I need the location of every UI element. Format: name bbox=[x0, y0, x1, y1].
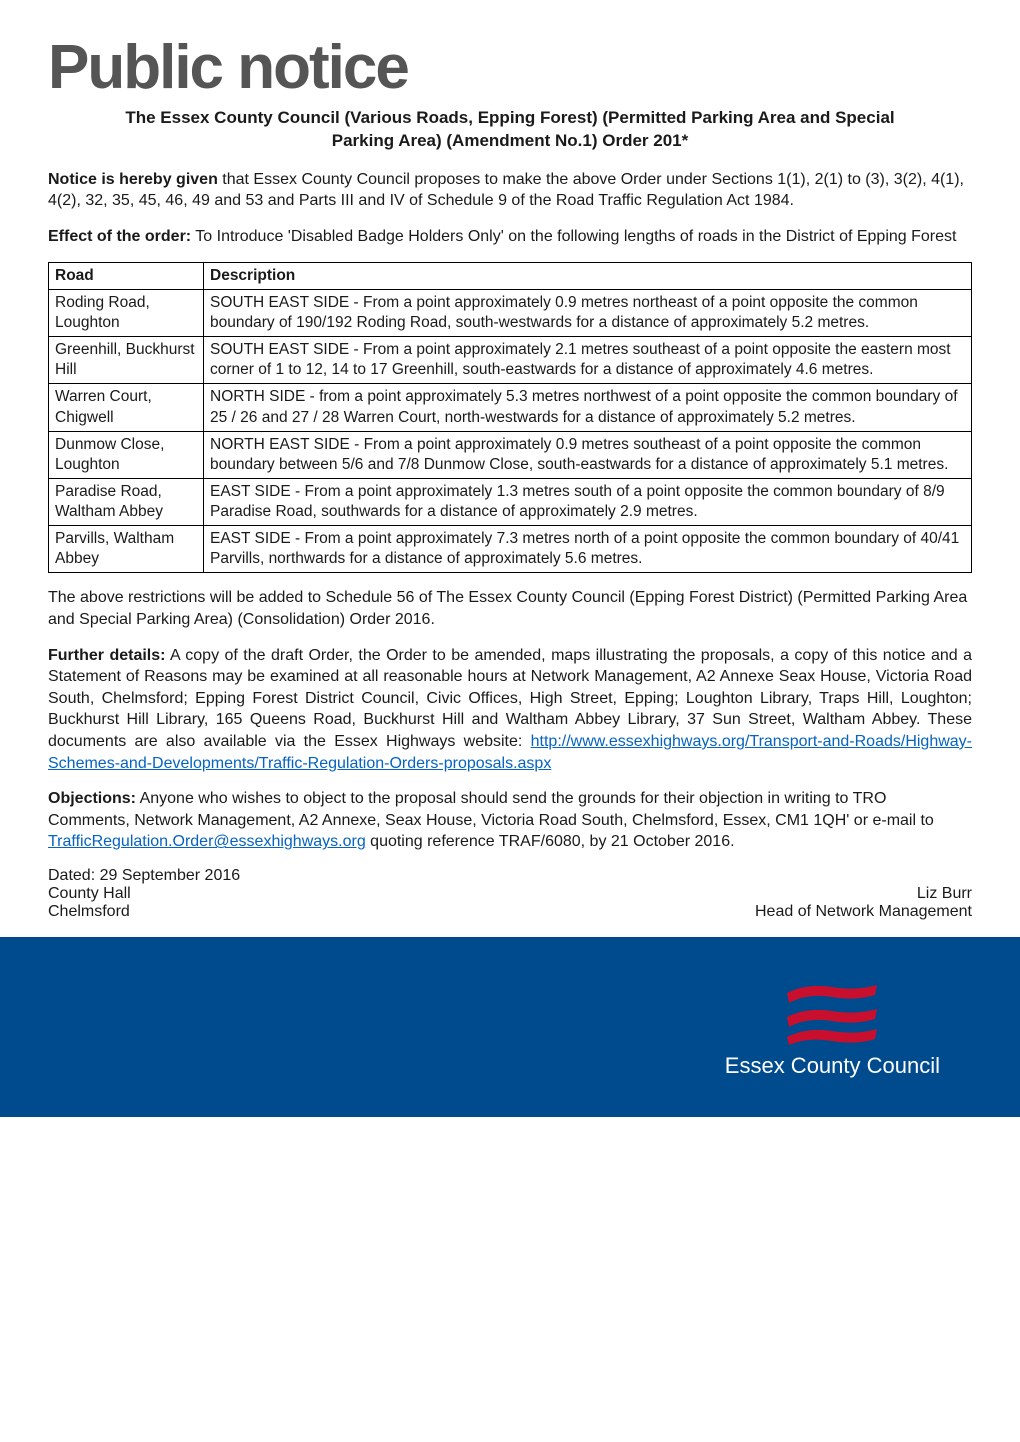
cell-desc: EAST SIDE - From a point approximately 7… bbox=[204, 526, 972, 573]
notice-lead: Notice is hereby given bbox=[48, 171, 218, 188]
roads-table: Road Description Roding Road, Loughton S… bbox=[48, 262, 972, 574]
email-link[interactable]: TrafficRegulation.Order@essexhighways.or… bbox=[48, 833, 366, 850]
table-row: Paradise Road, Waltham Abbey EAST SIDE -… bbox=[49, 478, 972, 525]
footer-org2: Chelmsford bbox=[48, 903, 240, 921]
cell-desc: EAST SIDE - From a point approximately 1… bbox=[204, 478, 972, 525]
table-row: Warren Court, Chigwell NORTH SIDE - from… bbox=[49, 384, 972, 431]
cell-desc: SOUTH EAST SIDE - From a point approxima… bbox=[204, 289, 972, 336]
footer-dated: Dated: 29 September 2016 bbox=[48, 867, 240, 885]
table-row: Roding Road, Loughton SOUTH EAST SIDE - … bbox=[49, 289, 972, 336]
cell-road: Parvills, Waltham Abbey bbox=[49, 526, 204, 573]
further-details-paragraph: Further details: A copy of the draft Ord… bbox=[48, 645, 972, 775]
effect-paragraph: Effect of the order: To Introduce 'Disab… bbox=[48, 226, 972, 248]
further-details-lead: Further details: bbox=[48, 647, 165, 664]
effect-body: To Introduce 'Disabled Badge Holders Onl… bbox=[191, 228, 956, 245]
cell-road: Roding Road, Loughton bbox=[49, 289, 204, 336]
footer-left: Dated: 29 September 2016 County Hall Che… bbox=[48, 867, 240, 921]
seax-icon bbox=[777, 975, 887, 1045]
footer-org1: County Hall bbox=[48, 885, 240, 903]
sub-title: The Essex County Council (Various Roads,… bbox=[108, 107, 912, 153]
table-row: Parvills, Waltham Abbey EAST SIDE - From… bbox=[49, 526, 972, 573]
col-road: Road bbox=[49, 262, 204, 289]
council-logo: Essex County Council bbox=[725, 975, 940, 1079]
logo-text: Essex County Council bbox=[725, 1053, 940, 1079]
effect-lead: Effect of the order: bbox=[48, 228, 191, 245]
footer-name: Liz Burr bbox=[755, 885, 972, 903]
cell-road: Paradise Road, Waltham Abbey bbox=[49, 478, 204, 525]
cell-road: Greenhill, Buckhurst Hill bbox=[49, 337, 204, 384]
bottom-bar: Essex County Council bbox=[0, 937, 1020, 1117]
objections-body1: Anyone who wishes to object to the propo… bbox=[48, 790, 934, 829]
objections-paragraph: Objections: Anyone who wishes to object … bbox=[48, 788, 972, 853]
cell-road: Warren Court, Chigwell bbox=[49, 384, 204, 431]
cell-desc: SOUTH EAST SIDE - From a point approxima… bbox=[204, 337, 972, 384]
objections-lead: Objections: bbox=[48, 790, 136, 807]
cell-road: Dunmow Close, Loughton bbox=[49, 431, 204, 478]
footer-right: Liz Burr Head of Network Management bbox=[755, 867, 972, 921]
notice-paragraph: Notice is hereby given that Essex County… bbox=[48, 169, 972, 212]
cell-desc: NORTH SIDE - from a point approximately … bbox=[204, 384, 972, 431]
main-title: Public notice bbox=[48, 32, 972, 103]
objections-body2: quoting reference TRAF/6080, by 21 Octob… bbox=[366, 833, 735, 850]
footer-block: Dated: 29 September 2016 County Hall Che… bbox=[48, 867, 972, 921]
table-row: Dunmow Close, Loughton NORTH EAST SIDE -… bbox=[49, 431, 972, 478]
table-row: Greenhill, Buckhurst Hill SOUTH EAST SID… bbox=[49, 337, 972, 384]
footer-title: Head of Network Management bbox=[755, 903, 972, 921]
cell-desc: NORTH EAST SIDE - From a point approxima… bbox=[204, 431, 972, 478]
post-table-paragraph: The above restrictions will be added to … bbox=[48, 587, 972, 630]
col-description: Description bbox=[204, 262, 972, 289]
